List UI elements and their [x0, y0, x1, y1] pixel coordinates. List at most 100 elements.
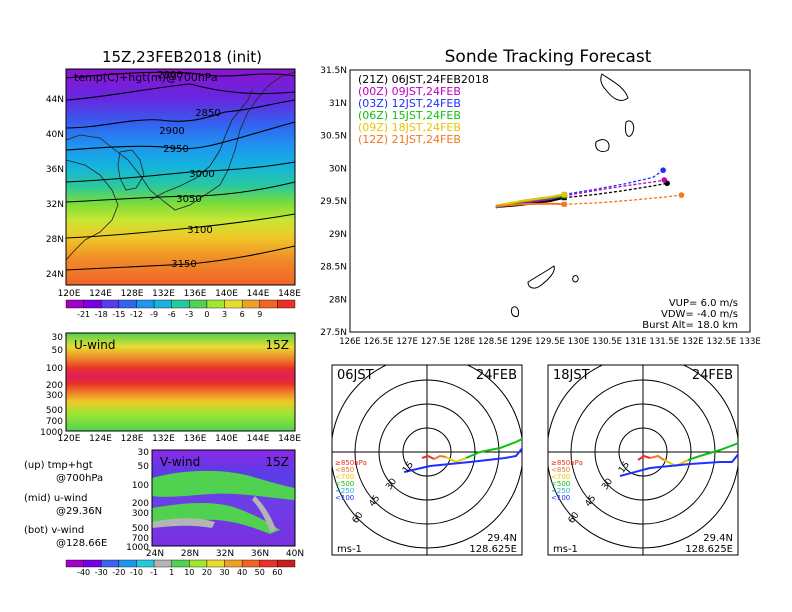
colorbar-label: 60 — [272, 568, 282, 577]
colorbar-swatch — [136, 299, 155, 309]
hodograph-legend-entry: <850 — [551, 466, 570, 474]
colorbar-label: 6 — [240, 310, 245, 319]
y-tick-label: 44N — [46, 95, 64, 105]
colorbar-swatch — [101, 559, 120, 568]
x-tick-label: 132E — [682, 337, 704, 347]
hodograph-title: 06JST — [337, 368, 374, 383]
colorbar-label: -9 — [150, 310, 158, 319]
x-tick-label: 127E — [396, 337, 418, 347]
hodograph-trace — [465, 437, 522, 459]
colorbar-label: -40 — [77, 568, 90, 577]
colorbar-swatch — [206, 299, 225, 309]
colorbar-label: 40 — [237, 568, 247, 577]
hodograph-trace — [687, 441, 738, 461]
y-tick-label: 50 — [52, 346, 64, 356]
track-end-point — [678, 192, 685, 198]
x-tick-label: 136E — [184, 434, 207, 444]
u-wind-title: U-wind — [74, 338, 115, 352]
contour-label: 3150 — [171, 259, 196, 270]
y-tick-label: 28N — [329, 295, 347, 305]
hodograph-title: 18JST — [553, 368, 590, 383]
colorbar-label: -21 — [77, 310, 90, 319]
annotation-vup: VUP= 6.0 m/s — [669, 298, 738, 309]
legend-entry: (12Z) 21JST,24FEB — [358, 133, 461, 146]
colorbar-swatch — [189, 559, 208, 568]
coast-kyushu — [600, 73, 629, 101]
hodograph-trace — [649, 454, 665, 461]
hodograph-legend-entry: ≥850hPa — [551, 459, 583, 467]
x-tick-label: 28N — [181, 549, 199, 559]
legend-entry: (09Z) 18JST,24FEB — [358, 121, 461, 134]
v-wind-green-band-2 — [152, 502, 280, 534]
y-tick-label: 27.5N — [320, 328, 347, 338]
contour-label: 3000 — [189, 169, 214, 180]
hodograph-date: 24FEB — [476, 368, 517, 383]
x-tick-label: 120E — [58, 434, 81, 444]
x-tick-label: 129E — [511, 337, 533, 347]
track-line-solid — [495, 193, 565, 207]
side-notes: (up) tmp+hgt @700hPa (mid) u-wind @29.36… — [24, 460, 107, 549]
coast-amami — [527, 265, 555, 289]
colorbar-swatch — [224, 559, 243, 568]
colorbar-swatch — [259, 559, 278, 568]
x-tick-label: 130E — [568, 337, 590, 347]
x-tick-label: 144E — [247, 434, 270, 444]
contour-labels: 2800 2850 2900 2950 3000 3050 3100 3150 — [157, 70, 220, 270]
hodograph-trace — [524, 424, 540, 446]
y-tick-label: 200 — [132, 499, 149, 509]
v-wind-x-tick-labels: 24N 28N 32N 36N 40N — [146, 549, 304, 559]
colorbar-label: -18 — [95, 310, 108, 319]
legend-entry: (06Z) 15JST,24FEB — [358, 109, 461, 122]
land-korea-japan — [65, 71, 296, 261]
x-tick-label: 132E — [152, 434, 175, 444]
y-tick-label: 30.5N — [320, 132, 347, 142]
contour-label: 2950 — [163, 144, 188, 155]
hodograph-legend-entry: <700 — [551, 473, 570, 481]
y-tick-label: 24N — [46, 270, 64, 280]
x-tick-label: 32N — [216, 549, 234, 559]
hodograph-lon: 128.625E — [469, 544, 517, 555]
x-tick-label: 136E — [184, 289, 207, 299]
y-tick-label: 31.5N — [320, 66, 347, 76]
y-tick-label: 700 — [132, 534, 149, 544]
colorbar-swatch — [65, 559, 84, 568]
v-wind-gray-band-2 — [252, 496, 276, 532]
colorbar-label: 1 — [169, 568, 174, 577]
coast-island — [572, 275, 579, 283]
colorbar-label: 10 — [184, 568, 194, 577]
y-tick-label: 30 — [52, 333, 64, 343]
track-legend: (21Z) 06JST,24FEB2018(00Z) 09JST,24FEB(0… — [358, 73, 489, 146]
colorbar-swatch — [277, 559, 296, 568]
y-tick-label: 50 — [138, 462, 150, 472]
legend-entry: (03Z) 12JST,24FEB — [358, 97, 461, 110]
hodograph-trace — [619, 452, 738, 477]
colorbar-label: -6 — [168, 310, 176, 319]
v-wind-title: V-wind — [160, 455, 200, 469]
colorbar-swatch — [241, 559, 260, 568]
note-up-2: @700hPa — [56, 473, 103, 484]
colorbar-label: -12 — [130, 310, 143, 319]
colorbar-swatch — [118, 299, 137, 309]
legend-entry: (00Z) 09JST,24FEB — [358, 85, 461, 98]
y-tick-label: 500 — [132, 524, 149, 534]
track-annotations: VUP= 6.0 m/s VDW= -4.0 m/s Burst Alt= 18… — [642, 298, 738, 331]
x-tick-label: 144E — [247, 289, 270, 299]
x-tick-label: 124E — [89, 289, 112, 299]
temp-field — [66, 69, 295, 285]
colorbar-swatch — [171, 559, 190, 568]
hodograph-unit: ms-1 — [337, 544, 362, 555]
track-end-point — [660, 167, 666, 174]
track-line-dashed — [564, 179, 665, 197]
hodograph-legend-entry: <500 — [335, 480, 354, 488]
y-tick-label: 30N — [329, 164, 347, 174]
wind-colorbar: -40 -30 -20 -10 -1 1 10 20 30 40 50 60 — [65, 559, 296, 577]
colorbar-swatch — [118, 559, 137, 568]
hodograph-legend-entry: <500 — [551, 480, 570, 488]
temp-height-map: 2800 2850 2900 2950 3000 3050 3100 3150 … — [65, 68, 296, 286]
coast-island — [511, 306, 519, 317]
hodograph-unit: ms-1 — [553, 544, 578, 555]
track-panel — [349, 69, 751, 333]
